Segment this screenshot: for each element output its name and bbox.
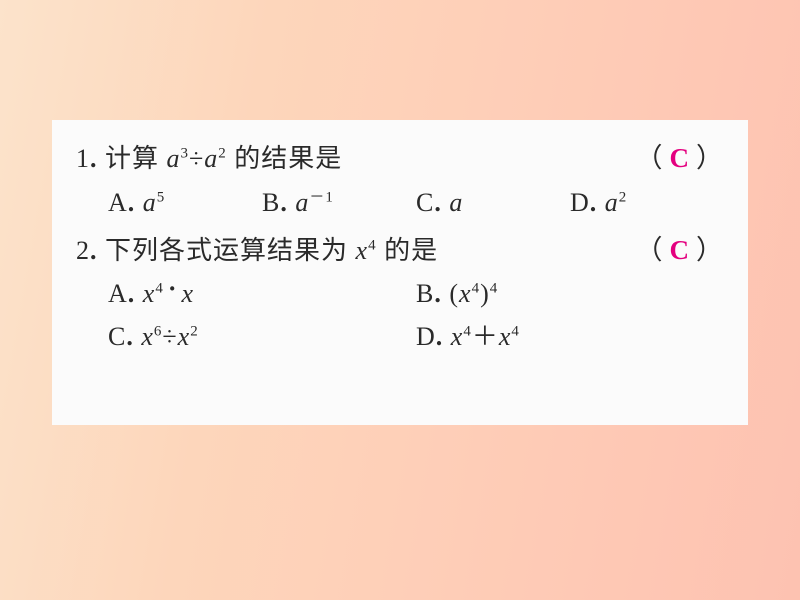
opt-b1: x: [143, 279, 156, 308]
q1-exp1: 3: [181, 145, 190, 161]
q1-stem-row: 1. 计算 a3÷a2 的结果是 （C）: [76, 138, 724, 179]
question-card: 1. 计算 a3÷a2 的结果是 （C） A. a5 B. a－1 C. a D…: [52, 120, 748, 425]
q1-stem-prefix: 计算: [105, 144, 167, 173]
opt-open: (: [449, 279, 459, 308]
opt-e1: 4: [463, 323, 472, 339]
opt-base: a: [295, 188, 309, 217]
opt-b2: x: [499, 322, 512, 351]
q2-opt-c: C. x6÷x2: [108, 317, 416, 356]
opt-b2: x: [178, 322, 191, 351]
q1-stem-suffix: 的结果是: [227, 144, 343, 173]
q1-opt-c: C. a: [416, 183, 570, 222]
opt-op: ·: [164, 274, 182, 303]
opt-base: a: [605, 188, 619, 217]
q1-op: ÷: [189, 144, 204, 173]
q2-target-base: x: [356, 236, 369, 265]
q2-options-row1: A. x4·x B. (x4)4: [76, 274, 724, 313]
opt-tag: B: [416, 279, 434, 308]
opt-base: a: [449, 188, 463, 217]
q2-number: 2: [76, 236, 90, 265]
q2-answer: C: [664, 235, 697, 265]
opt-base: a: [143, 188, 157, 217]
opt-op: ＋: [472, 322, 499, 351]
opt-b1: x: [141, 322, 154, 351]
opt-e2: 4: [511, 323, 520, 339]
opt-tag: B: [262, 188, 280, 217]
q1-answer-paren: （C）: [636, 138, 725, 179]
q2-answer-paren: （C）: [636, 230, 725, 271]
q2-stem-prefix: 下列各式运算结果为: [105, 236, 356, 265]
q1-opt-d: D. a2: [570, 183, 724, 222]
paren-right: ）: [696, 143, 724, 173]
paren-left: （: [636, 235, 664, 265]
opt-exp: 5: [157, 189, 166, 205]
opt-tag: D: [416, 322, 436, 351]
opt-close: ): [480, 279, 490, 308]
q2-options-row2: C. x6÷x2 D. x4＋x4: [76, 317, 724, 356]
q2-opt-a: A. x4·x: [108, 274, 416, 313]
q2-stem: 2. 下列各式运算结果为 x4 的是: [76, 231, 636, 270]
opt-tag: A: [108, 279, 128, 308]
opt-tag: C: [416, 188, 434, 217]
q1-number: 1: [76, 144, 90, 173]
q1-opt-a: A. a5: [108, 183, 262, 222]
q2-stem-row: 2. 下列各式运算结果为 x4 的是 （C）: [76, 230, 724, 271]
q1-answer: C: [664, 143, 697, 173]
opt-exp: －1: [309, 189, 334, 205]
q1-exp2: 2: [218, 145, 227, 161]
q2-opt-b: B. (x4)4: [416, 274, 724, 313]
q2-target-exp: 4: [368, 237, 377, 253]
q1-base2: a: [204, 144, 218, 173]
q1-stem: 1. 计算 a3÷a2 的结果是: [76, 139, 636, 178]
q1-base1: a: [167, 144, 181, 173]
opt-tag: A: [108, 188, 128, 217]
q1-options: A. a5 B. a－1 C. a D. a2: [76, 183, 724, 222]
opt-b2: x: [182, 279, 195, 308]
opt-op: ÷: [162, 322, 177, 351]
q2-stem-suffix: 的是: [377, 236, 439, 265]
opt-e1: 4: [472, 280, 481, 296]
q1-opt-b: B. a－1: [262, 183, 416, 222]
opt-e2: 2: [190, 323, 199, 339]
paren-right: ）: [696, 235, 724, 265]
q2-opt-d: D. x4＋x4: [416, 317, 724, 356]
opt-e1: 4: [155, 280, 164, 296]
opt-tag: C: [108, 322, 126, 351]
opt-b1: x: [451, 322, 464, 351]
paren-left: （: [636, 143, 664, 173]
opt-e2: 4: [490, 280, 499, 296]
opt-b1: x: [459, 279, 472, 308]
opt-tag: D: [570, 188, 590, 217]
opt-exp: 2: [619, 189, 628, 205]
